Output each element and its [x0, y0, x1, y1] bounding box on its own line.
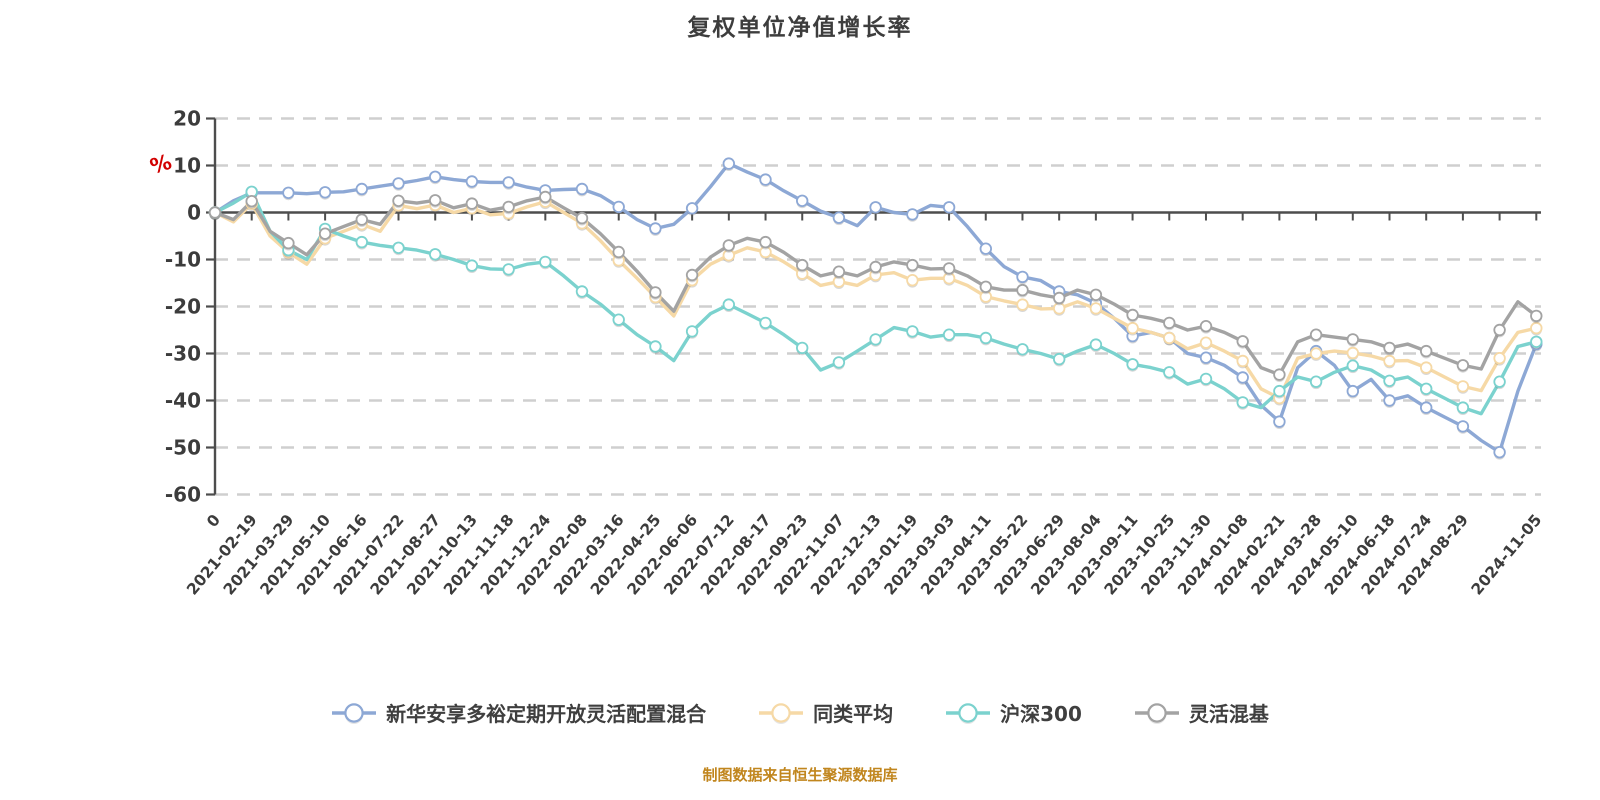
legend-marker-icon — [946, 702, 991, 724]
chart-title: 复权单位净值增长率 — [687, 15, 913, 41]
legend-item-flexible-mixed[interactable]: 灵活混基 — [1134, 698, 1269, 727]
y-tick-label: -10 — [165, 248, 201, 272]
legend-marker-icon — [332, 702, 377, 724]
x-tick-label: 2024-11-05 — [1468, 511, 1546, 599]
series-line-flexible-mixed — [213, 195, 1539, 377]
legend-marker-icon — [759, 702, 804, 724]
series-markers-flexible-mixed — [208, 190, 1543, 382]
y-tick-label: 20 — [173, 107, 201, 131]
legend-item-csi300[interactable]: 沪深300 — [945, 698, 1082, 727]
y-tick-label: -30 — [165, 342, 201, 366]
legend-item-fund[interactable]: 新华安享多裕定期开放灵活配置混合 — [331, 698, 706, 727]
series-markers-csi300 — [208, 185, 1543, 415]
y-tick-label: -40 — [165, 389, 201, 413]
legend-item-peer-average[interactable]: 同类平均 — [758, 698, 893, 727]
legend-marker-icon — [1134, 702, 1179, 724]
legend-label: 灵活混基 — [1188, 702, 1269, 726]
series-line-csi300 — [213, 190, 1539, 416]
y-tick-label: 0 — [187, 201, 201, 225]
y-axis: 20 10 0 -10 -20 -30 -40 -50 -60 — [165, 107, 217, 507]
legend-label: 沪深300 — [1000, 702, 1082, 726]
y-tick-label: 10 — [173, 154, 201, 178]
legend: 新华安享多裕定期开放灵活配置混合 同类平均 沪深300 灵活混基 — [0, 698, 1600, 727]
y-axis-unit-label: % — [147, 150, 174, 179]
y-tick-label: -60 — [165, 483, 201, 507]
chart-canvas: 20 10 0 -10 -20 -30 -40 -50 -60% 02021-02-192021-… — [147, 107, 1545, 599]
chart-footer: 制图数据来自恒生聚源数据库 — [702, 766, 898, 784]
y-tick-label: -50 — [165, 436, 201, 460]
x-axis-labels: 02021-02-192021-03-292021-05-102021-06-1… — [183, 511, 1545, 599]
x-tick-label: 0 — [203, 511, 224, 531]
legend-label: 新华安享多裕定期开放灵活配置混合 — [386, 702, 707, 726]
legend-label: 同类平均 — [813, 702, 894, 726]
y-tick-label: -20 — [165, 295, 201, 319]
